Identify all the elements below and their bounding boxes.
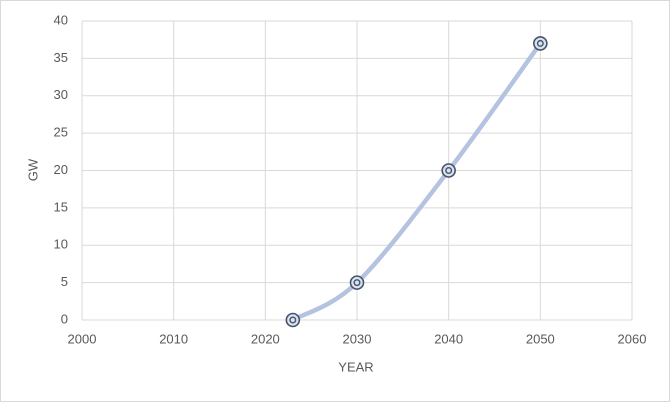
y-tick-label: 0 bbox=[61, 311, 68, 326]
y-tick-label: 40 bbox=[54, 12, 68, 27]
x-tick-label: 2050 bbox=[526, 331, 555, 346]
y-tick-label: 20 bbox=[54, 162, 68, 177]
data-point bbox=[349, 275, 365, 290]
x-axis-title: YEAR bbox=[338, 359, 373, 374]
y-tick-label: 25 bbox=[54, 125, 68, 140]
data-point bbox=[441, 163, 456, 178]
x-tick-label: 2040 bbox=[434, 331, 463, 346]
x-tick-label: 2010 bbox=[159, 331, 188, 346]
marker-ring bbox=[285, 312, 301, 328]
x-tick-label: 2020 bbox=[251, 331, 280, 346]
y-tick-label: 30 bbox=[54, 87, 68, 102]
y-tick-label: 15 bbox=[54, 199, 68, 214]
x-tick-label: 2030 bbox=[343, 331, 372, 346]
marker-ring bbox=[349, 275, 365, 290]
marker-ring bbox=[533, 36, 548, 51]
marker-ring bbox=[441, 163, 456, 178]
marker-ring bbox=[536, 39, 544, 47]
data-point bbox=[285, 312, 301, 328]
y-tick-label: 5 bbox=[61, 274, 68, 289]
y-tick-label: 10 bbox=[54, 237, 68, 252]
data-point bbox=[533, 36, 548, 51]
series-line bbox=[290, 41, 543, 323]
y-axis-title: GW bbox=[25, 158, 40, 181]
y-tick-label: 35 bbox=[54, 50, 68, 65]
marker-ring bbox=[353, 279, 361, 287]
marker-ring bbox=[289, 316, 297, 324]
x-tick-label: 2000 bbox=[68, 331, 97, 346]
x-tick-label: 2060 bbox=[618, 331, 647, 346]
marker-ring bbox=[445, 166, 453, 174]
